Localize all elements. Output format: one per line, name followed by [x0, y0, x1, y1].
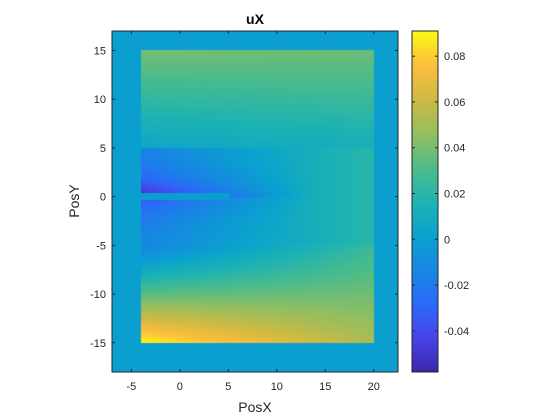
y-tick-label: 5 — [100, 143, 106, 155]
y-axis-label: PosY — [66, 184, 82, 218]
colorbar-tick-label: 0.06 — [444, 97, 465, 109]
x-tick-label: 20 — [368, 381, 380, 393]
x-tick-label: 15 — [319, 381, 331, 393]
x-tick-label: 0 — [177, 381, 183, 393]
heatmap-field-image — [112, 31, 398, 372]
plot-frame — [111, 30, 399, 373]
colorbar-tick-label: -0.04 — [444, 326, 469, 338]
y-tick-label: 10 — [94, 94, 106, 106]
y-tick-label: -10 — [90, 289, 106, 301]
colorbar: -0.04 -0.02 0 0.02 0.04 0.06 0.08 — [411, 30, 469, 373]
heatmap-plot-area — [111, 30, 399, 373]
x-tick-label: -5 — [126, 381, 136, 393]
y-axis-ticks: -15 -10 -5 0 5 10 15 — [90, 45, 398, 350]
x-tick-label: 5 — [225, 381, 231, 393]
colorbar-ticks: -0.04 -0.02 0 0.02 0.04 0.06 0.08 — [412, 51, 469, 338]
chart-title: uX — [246, 11, 265, 27]
x-axis-ticks: -5 0 5 10 15 20 — [126, 31, 380, 393]
y-tick-label: -15 — [90, 338, 106, 350]
colorbar-fill — [412, 31, 438, 372]
y-tick-label: 0 — [100, 192, 106, 204]
colorbar-frame — [411, 30, 439, 373]
colorbar-tick-label: 0.08 — [444, 51, 465, 63]
colorbar-tick-label: 0.04 — [444, 143, 465, 155]
x-axis-label: PosX — [238, 399, 272, 415]
y-tick-label: 15 — [94, 45, 106, 57]
y-tick-label: -5 — [96, 240, 106, 252]
colorbar-tick-label: -0.02 — [444, 280, 469, 292]
x-tick-label: 10 — [271, 381, 283, 393]
colorbar-tick-label: 0 — [444, 234, 450, 246]
colorbar-tick-label: 0.02 — [444, 188, 465, 200]
